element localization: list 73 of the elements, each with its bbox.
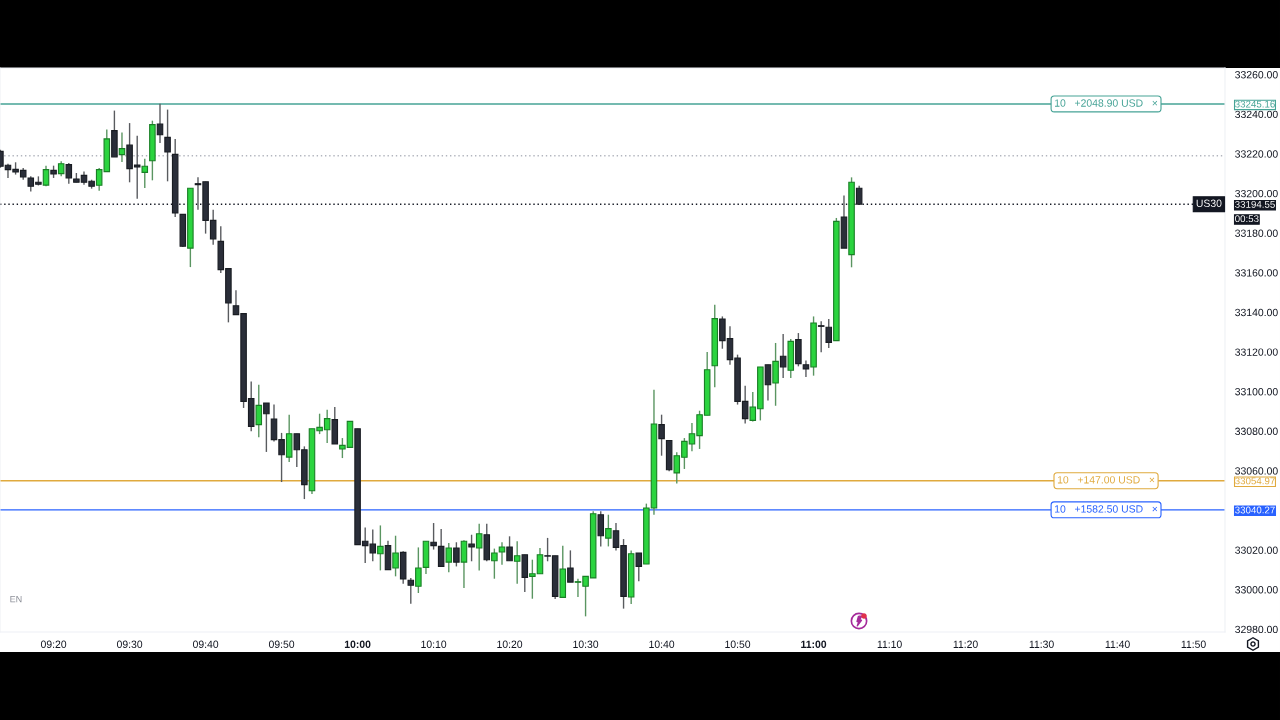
x-tick-label: 10:50 <box>725 640 751 648</box>
candlestick <box>453 541 460 568</box>
x-tick-label: 10:10 <box>421 640 447 648</box>
y-tick-label: 33120.00 <box>1235 348 1278 356</box>
candlestick <box>118 131 126 163</box>
ref-line-label: 10 +2048.90 USD × <box>1055 99 1158 107</box>
candlestick <box>567 549 574 583</box>
candlestick <box>506 535 513 562</box>
candlestick <box>392 535 399 578</box>
candlestick <box>156 102 164 144</box>
x-tick-label: 11:30 <box>1029 640 1054 648</box>
candlestick <box>764 364 772 402</box>
y-tick-label: 33180.00 <box>1235 229 1278 237</box>
candlestick <box>605 514 612 548</box>
y-tick-label: 33020.00 <box>1235 546 1278 554</box>
candlestick <box>263 402 270 453</box>
candlestick <box>513 540 521 585</box>
y-tick-label: 33060.00 <box>1235 467 1278 475</box>
y-tick-label: 33160.00 <box>1235 269 1278 277</box>
y-tick-label: 33220.00 <box>1235 150 1278 158</box>
candlestick <box>795 332 802 368</box>
y-tick-label: 33240.00 <box>1235 110 1278 119</box>
x-tick-label: 11:00 <box>801 640 827 648</box>
candlestick <box>779 333 787 379</box>
candlestick <box>377 524 384 572</box>
x-tick-label: 09:40 <box>192 640 219 648</box>
candlestick <box>437 528 445 568</box>
y-tick-label: 32980.00 <box>1235 625 1278 634</box>
candlestick <box>468 534 475 562</box>
candlestick <box>255 384 263 438</box>
ref-line-label: US30 <box>1196 199 1222 207</box>
candlestick <box>445 542 453 574</box>
candlestick <box>285 413 293 463</box>
y-tick-label: 33000.00 <box>1235 586 1278 594</box>
x-tick-label: 09:30 <box>116 640 143 648</box>
y-tick-label: 33054.97 <box>1235 477 1275 485</box>
candlestick <box>658 413 665 457</box>
candlestick <box>802 359 810 378</box>
x-tick-label: 09:20 <box>40 640 67 648</box>
candlestick <box>460 539 468 589</box>
y-tick-label: 33260.00 <box>1235 71 1278 79</box>
x-tick-label: 10:20 <box>497 640 523 648</box>
candlestick <box>825 318 833 349</box>
y-tick-label: 33194.55 <box>1235 200 1275 208</box>
candlestick <box>430 522 437 551</box>
annotation: EN <box>10 595 22 603</box>
x-tick-label: 11:10 <box>877 640 902 648</box>
candlestick <box>817 320 825 353</box>
text: 00:53 <box>1235 215 1259 223</box>
candlestick <box>475 522 483 572</box>
ref-line-label: 10 +147.00 USD × <box>1057 476 1155 484</box>
ref-line-label: 10 +1582.50 USD × <box>1055 505 1158 513</box>
x-tick-label: 10:40 <box>649 640 675 648</box>
y-tick-label: 33040.27 <box>1235 506 1275 514</box>
x-tick-label: 11:20 <box>953 640 978 648</box>
x-tick-label: 10:00 <box>344 640 371 648</box>
candlestick <box>407 577 415 605</box>
candlestick <box>597 510 605 548</box>
y-tick-label: 33080.00 <box>1235 427 1278 435</box>
y-tick-label: 33100.00 <box>1235 388 1278 396</box>
candlestick <box>521 554 529 593</box>
x-tick-label: 09:50 <box>268 640 295 648</box>
candlestick <box>141 158 149 189</box>
y-tick-label: 33200.00 <box>1235 189 1278 198</box>
x-tick-label: 11:40 <box>1105 640 1130 648</box>
candlestick <box>772 342 779 407</box>
candlestick <box>635 552 643 582</box>
candlestick <box>384 539 392 571</box>
y-tick-label: 33140.00 <box>1235 308 1278 317</box>
x-tick-label: 11:50 <box>1181 640 1206 648</box>
candlestick <box>164 108 171 183</box>
y-tick-label: 33245.16 <box>1235 100 1275 108</box>
x-tick-label: 10:30 <box>573 640 599 648</box>
